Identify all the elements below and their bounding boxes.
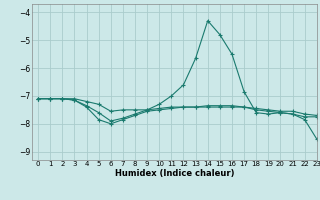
X-axis label: Humidex (Indice chaleur): Humidex (Indice chaleur) (115, 169, 234, 178)
